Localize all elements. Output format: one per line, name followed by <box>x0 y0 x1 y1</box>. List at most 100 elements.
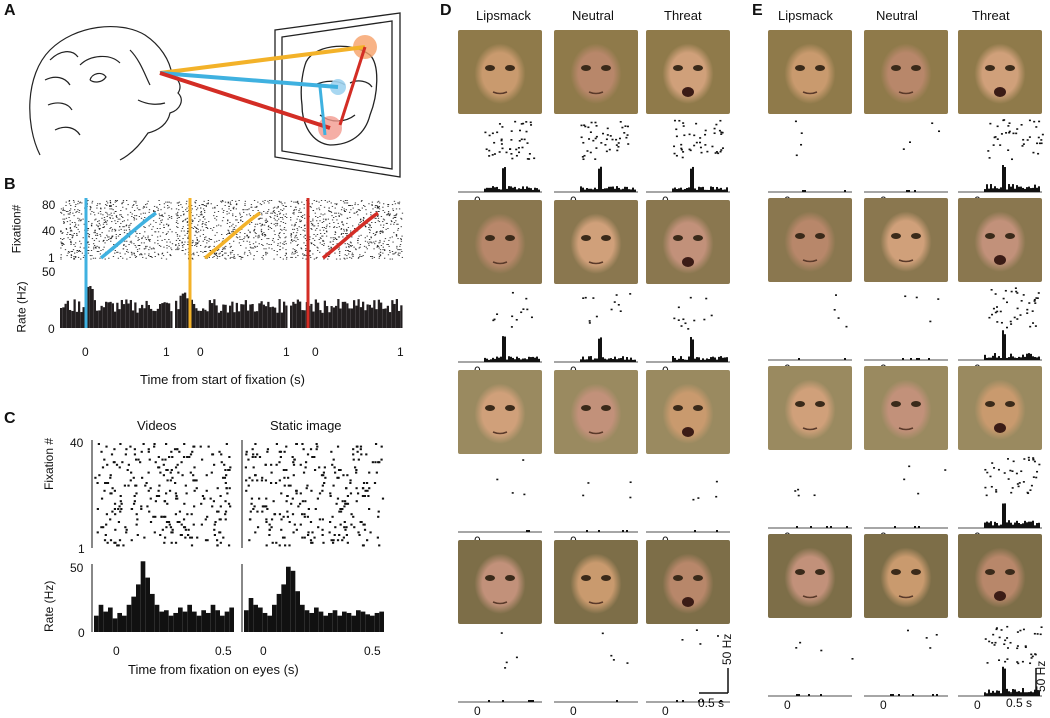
psth-bar <box>614 188 616 192</box>
panel-b-hist-bar <box>380 302 383 328</box>
panel-c-hist-bar <box>351 615 356 632</box>
panel-c-hist-bar <box>374 612 380 632</box>
panel-b-hist-bar <box>89 286 92 328</box>
panel-b-hist-bar <box>118 309 121 328</box>
psth-bar <box>992 690 994 696</box>
psth-bar <box>626 186 628 192</box>
panel-b-hist-bar <box>283 301 286 328</box>
panel-b-hist-bar <box>346 303 349 328</box>
panel-e-face-r2c3 <box>958 198 1042 282</box>
psth-bar <box>1016 520 1018 528</box>
panel-b-hist-bar <box>82 307 85 328</box>
panel-b-hist-bar <box>238 311 241 328</box>
panel-c-hist-bar <box>258 607 263 632</box>
psth-bar <box>618 358 620 362</box>
psth-bar <box>586 188 588 192</box>
panel-b-hist-bar <box>78 301 81 328</box>
psth-bar <box>820 694 822 696</box>
panel-c-hist-bar <box>192 611 197 632</box>
psth-bar <box>720 356 722 362</box>
psth-bar <box>488 187 490 192</box>
panel-b-hist-bar <box>170 311 173 328</box>
psth-bar <box>688 187 690 192</box>
psth-bar <box>534 357 536 362</box>
panel-b-hist-bar <box>62 307 65 328</box>
psth-bar <box>538 189 540 192</box>
panel-b-hist-bar <box>127 303 130 328</box>
panel-d-face-r4c1 <box>458 540 542 624</box>
panel-d-face-r2c2 <box>554 200 638 284</box>
psth-bar <box>994 186 996 192</box>
psth-bar <box>1030 521 1032 528</box>
psth-bar <box>508 356 510 362</box>
psth-bar <box>984 522 986 528</box>
psth-bar <box>502 336 504 362</box>
panel-b-hist-bar <box>375 309 378 328</box>
psth-bar <box>682 358 684 362</box>
psth-bar <box>616 186 618 192</box>
panel-b-hist-bar <box>256 311 259 328</box>
psth-bar <box>484 357 486 362</box>
psth-bar <box>512 357 514 362</box>
saccade-curve <box>99 211 157 260</box>
psth-bar <box>712 186 714 192</box>
panel-b-ytick-40: 40 <box>42 224 56 238</box>
panel-e-face-r1c2 <box>864 30 948 114</box>
panel-e-face-r3c1 <box>768 366 852 450</box>
psth-bar <box>530 700 532 702</box>
psth-bar <box>532 189 534 192</box>
psth-bar <box>672 188 674 192</box>
panel-b-hist-bar <box>125 299 128 328</box>
psth-bar <box>1006 357 1008 360</box>
psth-bar <box>796 526 798 528</box>
panel-b-hist-bar <box>175 300 178 328</box>
panel-c-hist-bar <box>300 604 305 632</box>
psth-bar <box>618 187 620 192</box>
panel-b-hist-bar <box>163 302 166 328</box>
psth-bar <box>1022 523 1024 528</box>
panel-d-face-r1c1 <box>458 30 542 114</box>
panel-b-hist-bar <box>395 299 398 328</box>
psth-bar <box>990 357 992 360</box>
psth-bar <box>936 694 938 696</box>
panel-d-face-r1c2 <box>554 30 638 114</box>
panel-e-zero-r4c3: 0 <box>974 698 981 712</box>
panel-label-c: C <box>4 410 16 427</box>
panel-b-hist-bar <box>364 310 367 328</box>
psth-bar <box>682 189 684 192</box>
panel-d-face-r1c3 <box>646 30 730 114</box>
psth-bar <box>634 189 636 192</box>
psth-bar <box>506 188 508 192</box>
psth-bar <box>1006 189 1008 192</box>
panel-d-zero-r4c3: 0 <box>662 704 669 718</box>
panel-b-hist-bar <box>271 306 274 328</box>
psth-bar <box>610 358 612 362</box>
panel-b-hist-bar <box>344 301 347 328</box>
psth-bar <box>1010 522 1012 528</box>
psth-bar <box>600 337 602 362</box>
psth-bar <box>510 186 512 192</box>
panel-d-psth-r1c1 <box>458 120 542 193</box>
panel-b-hist-bar <box>213 299 216 328</box>
psth-bar <box>1022 688 1024 696</box>
psth-bar <box>520 188 522 192</box>
panel-d-face-r3c2 <box>554 370 638 454</box>
psth-bar <box>1030 188 1032 192</box>
panel-b-hist-bar <box>60 308 63 328</box>
saccade-curve <box>203 211 261 260</box>
panel-b-hist-bar <box>366 304 369 328</box>
panel-c-hist-bar <box>290 570 296 632</box>
panel-b-hist-bar <box>114 311 117 328</box>
psth-bar <box>538 358 540 362</box>
panel-b-hist-bar <box>154 311 157 328</box>
psth-bar <box>596 189 598 192</box>
panel-d-face-r4c2 <box>554 540 638 624</box>
panel-b-hist-bar <box>129 299 132 328</box>
panel-b-hist-bar <box>98 310 101 328</box>
panel-d-psth-r3c3 <box>646 480 730 533</box>
psth-bar <box>678 358 680 362</box>
panel-b-hist-bar <box>233 312 236 328</box>
panel-b-hist-bar <box>87 286 90 328</box>
panel-c-hist-bar <box>178 607 183 632</box>
panel-b-hist-bar <box>384 308 387 328</box>
